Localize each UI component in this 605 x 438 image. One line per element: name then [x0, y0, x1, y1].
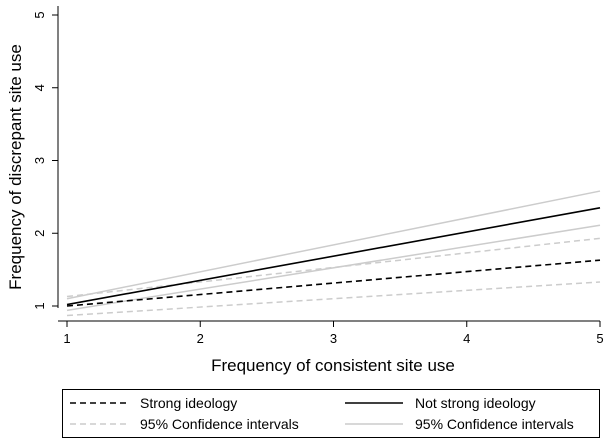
- y-tick-label: 5: [32, 11, 47, 18]
- x-tick-label: 4: [463, 331, 470, 346]
- legend-label-ci-solid: 95% Confidence intervals: [415, 416, 574, 432]
- x-tick-label: 3: [330, 331, 337, 346]
- series-line-strong-ideology: [66, 259, 601, 307]
- y-tick-label: 4: [32, 84, 47, 91]
- y-axis-ticks: 1 2 3 4 5: [32, 11, 58, 310]
- legend-label-not-strong-ideology: Not strong ideology: [415, 395, 536, 411]
- x-tick-label: 1: [63, 331, 70, 346]
- y-tick-label: 3: [32, 157, 47, 164]
- x-axis-ticks: 1 2 3 4 5: [63, 321, 604, 346]
- series-line-ci-not-strong-lower: [66, 224, 601, 312]
- series-line-not-strong-ideology: [66, 207, 601, 306]
- y-axis-title: Frequency of discrepant site use: [6, 44, 25, 290]
- legend-label-strong-ideology: Strong ideology: [140, 395, 237, 411]
- x-tick-label: 2: [197, 331, 204, 346]
- x-axis-title: Frequency of consistent site use: [211, 356, 455, 375]
- y-tick-label: 2: [32, 230, 47, 237]
- y-tick-label: 1: [32, 302, 47, 309]
- legend-box: [62, 389, 600, 438]
- axes: 1 2 3 4 5 1 2 3 4 5 Frequency of consistent site…: [6, 6, 604, 375]
- legend: Strong ideology Not strong ideology 95% …: [62, 389, 600, 438]
- legend-label-ci-dashed: 95% Confidence intervals: [140, 416, 299, 432]
- series-line-ci-not-strong-upper: [66, 190, 601, 300]
- series-line-ci-strong-lower: [66, 281, 601, 317]
- x-tick-label: 5: [596, 331, 603, 346]
- plot-area: [66, 190, 601, 317]
